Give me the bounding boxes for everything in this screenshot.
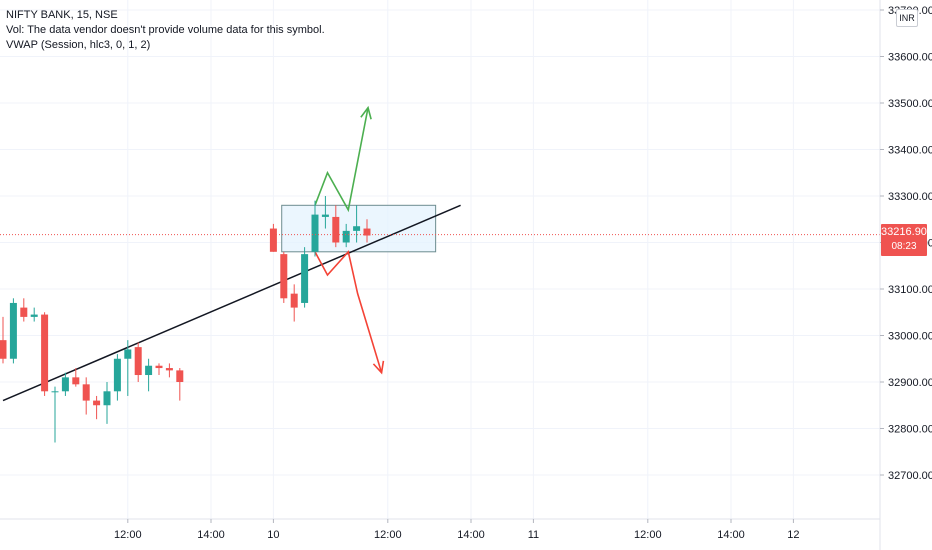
candle: [9, 298, 17, 364]
candle: [155, 363, 163, 376]
candle: [41, 312, 49, 396]
candle: [363, 219, 371, 243]
candle-body: [332, 216, 340, 243]
last-price-value: 33216.90: [881, 226, 927, 238]
candle-body: [311, 214, 319, 252]
volume-indicator-label[interactable]: Vol: The data vendor doesn't provide vol…: [6, 24, 325, 36]
candle: [0, 316, 7, 364]
candle: [290, 284, 298, 322]
chart-legend: NIFTY BANK, 15, NSE Vol: The data vendor…: [6, 8, 325, 53]
candle-body: [321, 214, 329, 217]
time-tick-label: 14:00: [717, 529, 745, 541]
time-tick-label: 12: [787, 529, 799, 541]
candle-body: [41, 314, 49, 392]
time-tick-label: 11: [528, 529, 539, 541]
candle-body: [269, 228, 277, 252]
trend-line: [2, 204, 461, 402]
time-tick-label: 12:00: [114, 529, 142, 541]
candle-body: [61, 377, 69, 392]
candle: [51, 386, 59, 443]
candle-body: [301, 254, 309, 303]
candle: [113, 354, 121, 401]
candle-body: [165, 368, 173, 371]
bar-countdown: 08:23: [891, 241, 917, 252]
bearish-arrow: [314, 250, 383, 373]
candle: [332, 205, 340, 248]
drawings: [2, 105, 461, 402]
vwap-indicator-label[interactable]: VWAP (Session, hlc3, 0, 1, 2): [6, 39, 151, 51]
candle: [301, 247, 309, 308]
candle-body: [113, 358, 121, 392]
candle-body: [9, 302, 17, 359]
candle-body: [155, 365, 163, 369]
bearish-arrow-head: [372, 360, 385, 375]
candle-body: [134, 347, 142, 376]
price-tick-label: 33600.00: [888, 52, 932, 64]
candle: [145, 358, 153, 392]
candle: [20, 298, 28, 322]
candle: [103, 382, 111, 424]
candle-body: [51, 391, 59, 393]
time-tick-label: 14:00: [457, 529, 485, 541]
candle: [82, 377, 90, 415]
last-price-tag: 33216.90 08:23: [881, 224, 927, 256]
bullish-arrow-head: [360, 105, 372, 120]
candle-body: [93, 400, 101, 406]
candle-body: [20, 307, 28, 317]
price-tick-label: 32700.00: [888, 470, 932, 482]
candle-body: [103, 391, 111, 406]
candle-body: [124, 349, 132, 359]
candle: [61, 372, 69, 396]
candle-body: [363, 228, 371, 236]
price-tick-label: 33100.00: [888, 284, 932, 296]
price-tick-label: 33000.00: [888, 331, 932, 343]
candle: [280, 251, 288, 303]
price-tick-label: 33500.00: [888, 98, 932, 110]
candle: [176, 368, 184, 401]
candle: [93, 395, 101, 420]
bullish-arrow: [314, 107, 369, 213]
candle-body: [290, 293, 298, 308]
price-tick-label: 32800.00: [888, 424, 932, 436]
price-tick-label: 33400.00: [888, 145, 932, 157]
candle: [30, 307, 38, 322]
candle: [124, 340, 132, 396]
candle-body: [353, 226, 361, 231]
candle: [134, 342, 142, 382]
candle-body: [280, 254, 288, 299]
time-tick-label: 14:00: [197, 529, 225, 541]
candle-body: [72, 377, 80, 385]
candle-body: [30, 314, 38, 317]
price-tick-label: 32900.00: [888, 377, 932, 389]
grid: [0, 0, 880, 519]
candle: [321, 196, 329, 229]
time-tick-label: 12:00: [374, 529, 402, 541]
candles: [0, 196, 371, 443]
time-tick-label: 10: [267, 529, 279, 541]
candle-body: [145, 365, 153, 376]
currency-badge[interactable]: INR: [896, 9, 918, 27]
candle: [353, 205, 361, 243]
candle: [165, 363, 173, 378]
candle-body: [0, 340, 7, 359]
candle: [342, 223, 350, 248]
candle: [311, 200, 319, 257]
time-tick-label: 12:00: [634, 529, 662, 541]
symbol-title[interactable]: NIFTY BANK, 15, NSE: [6, 9, 118, 21]
candle: [269, 223, 277, 252]
candle-body: [82, 384, 90, 401]
candle-body: [176, 370, 184, 382]
price-tick-label: 33300.00: [888, 191, 932, 203]
candle-body: [342, 230, 350, 243]
candle: [72, 368, 80, 387]
